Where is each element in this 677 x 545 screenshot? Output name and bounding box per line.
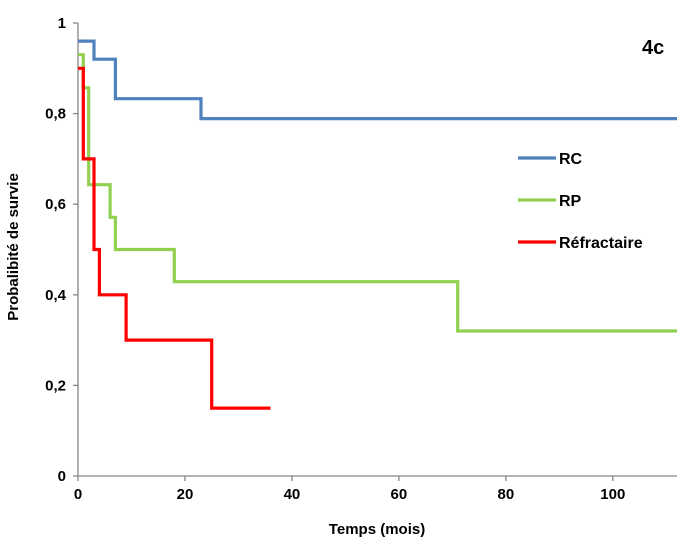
legend-label: Réfractaire [559, 235, 643, 252]
panel-label: 4c [642, 37, 664, 59]
legend-label: RP [559, 193, 582, 210]
axes: 0 0,2 0,4 0,6 0,8 1 0 20 40 60 80 100 [45, 15, 677, 503]
y-tick-label: 0 [58, 468, 66, 485]
y-tick-label: 0,4 [45, 287, 67, 304]
y-tick-label: 0,8 [45, 106, 66, 123]
x-tick-label: 80 [498, 486, 515, 503]
series-line-1 [78, 39, 677, 121]
series-layer [78, 39, 677, 410]
x-tick-label: 60 [391, 486, 408, 503]
legend: RC RP Réfractaire [518, 151, 643, 252]
legend-label: RC [559, 151, 583, 168]
x-tick-label: 100 [600, 486, 625, 503]
series-line-3 [78, 66, 271, 410]
y-tick-label: 0,2 [45, 377, 66, 394]
x-tick-label: 40 [284, 486, 301, 503]
x-tick-label: 20 [177, 486, 194, 503]
series-line-2 [78, 53, 677, 333]
x-tick-label: 0 [74, 486, 82, 503]
x-axis-label: Temps (mois) [329, 521, 425, 538]
y-tick-label: 0,6 [45, 196, 66, 213]
y-tick-label: 1 [58, 15, 66, 32]
y-axis-label: Probalibité de survie [5, 173, 22, 321]
